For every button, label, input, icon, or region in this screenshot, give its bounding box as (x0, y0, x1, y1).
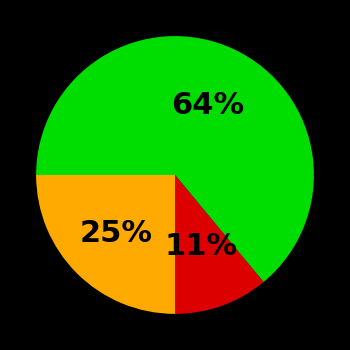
Wedge shape (175, 175, 264, 314)
Text: 64%: 64% (171, 91, 244, 120)
Wedge shape (36, 36, 314, 282)
Text: 11%: 11% (164, 232, 237, 261)
Text: 25%: 25% (79, 219, 153, 248)
Wedge shape (36, 175, 175, 314)
